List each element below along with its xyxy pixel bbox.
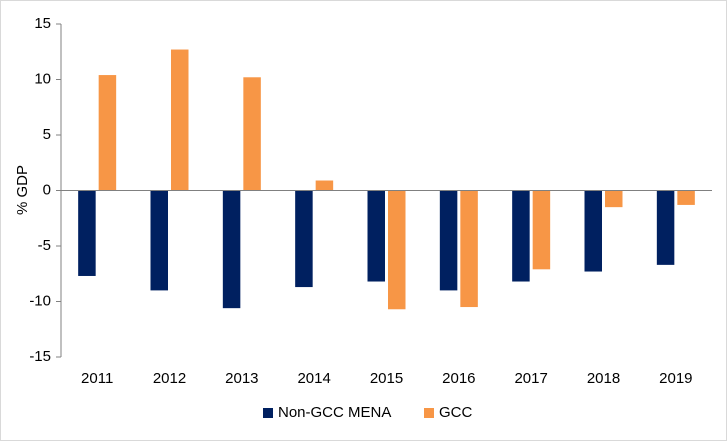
- y-tick-label: -5: [38, 237, 51, 254]
- y-tick-label: 10: [34, 70, 51, 87]
- x-tick-label: 2018: [587, 370, 620, 387]
- x-tick-label: 2016: [442, 370, 475, 387]
- x-tick-labels: 2011 2012 2013 2014 2015 2016 2017 2018 2019: [81, 370, 692, 387]
- x-tick-label: 2015: [370, 370, 403, 387]
- legend-swatch-non-gcc-mena: [263, 408, 273, 418]
- x-tick-label: 2017: [514, 370, 547, 387]
- y-tick-label: 0: [43, 181, 51, 198]
- bar-gcc-2011: [98, 75, 117, 191]
- bar-non-gcc-mena-2013: [222, 190, 241, 309]
- bar-gcc-2015: [388, 190, 406, 310]
- y-axis-title-group: % GDP: [14, 165, 31, 215]
- y-tick-labels: 15 10 5 0 -5 -10 -15: [29, 15, 51, 365]
- x-tick-label: 2012: [153, 370, 186, 387]
- bar-non-gcc-mena-2015: [367, 190, 385, 282]
- bar-gcc-2012: [171, 49, 189, 191]
- y-tick-label: 5: [43, 126, 51, 143]
- x-tick-label: 2011: [81, 370, 113, 387]
- bar-gcc-2014: [315, 180, 334, 191]
- bar-non-gcc-mena-2016: [439, 190, 458, 291]
- axes: [56, 23, 712, 358]
- bar-gcc-2013: [243, 77, 261, 191]
- x-tick-label: 2019: [659, 370, 692, 387]
- bar-non-gcc-mena-2019: [656, 190, 675, 265]
- legend: Non-GCC MENA GCC: [263, 404, 473, 421]
- bar-non-gcc-mena-2018: [584, 190, 602, 272]
- bar-gcc-2016: [460, 190, 478, 308]
- y-axis-title: % GDP: [14, 165, 31, 215]
- bar-gcc-2017: [532, 190, 551, 270]
- y-tick-label: -10: [29, 292, 51, 309]
- bar-non-gcc-mena-2014: [295, 190, 313, 288]
- legend-label-non-gcc-mena: Non-GCC MENA: [278, 404, 391, 421]
- y-tick-label: 15: [34, 15, 51, 32]
- x-tick-label: 2013: [225, 370, 258, 387]
- legend-label-gcc: GCC: [439, 404, 473, 421]
- legend-swatch-gcc: [424, 408, 434, 418]
- y-tick-label: -15: [29, 348, 51, 365]
- bar-non-gcc-mena-2017: [512, 190, 530, 282]
- bar-gcc-2019: [677, 190, 695, 205]
- x-tick-label: 2014: [297, 370, 330, 387]
- bar-non-gcc-mena-2011: [78, 190, 96, 276]
- bars: [78, 49, 695, 310]
- bar-non-gcc-mena-2012: [150, 190, 168, 291]
- bar-gcc-2018: [605, 190, 623, 208]
